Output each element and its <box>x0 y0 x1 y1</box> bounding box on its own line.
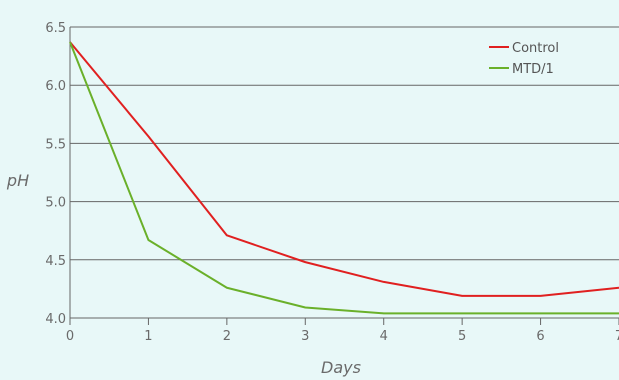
x-axis-title: Days <box>321 358 361 377</box>
series-line-control <box>69 41 619 297</box>
y-tick-label: 5.0 <box>45 196 66 211</box>
y-tick-label: 4.5 <box>45 254 66 269</box>
y-tick-labels: 4.0 4.5 5.0 5.5 6.0 6.5 <box>45 21 66 327</box>
x-tick-label: 3 <box>301 329 309 344</box>
x-tick-label: 7 <box>615 329 619 344</box>
x-tick-labels: 0 1 2 3 4 5 6 7 <box>66 329 619 344</box>
x-tick-label: 0 <box>66 329 74 344</box>
y-tick-label: 6.0 <box>45 79 66 94</box>
y-tick-label: 6.5 <box>45 21 66 36</box>
data-series <box>69 41 619 315</box>
x-tick-label: 6 <box>536 329 544 344</box>
legend: Control MTD/1 <box>489 41 559 77</box>
legend-label: MTD/1 <box>512 62 554 77</box>
x-tick-label: 5 <box>458 329 466 344</box>
x-tick-label: 4 <box>380 329 388 344</box>
grid-lines <box>69 26 619 325</box>
y-tick-label: 4.0 <box>45 312 66 327</box>
y-tick-label: 5.5 <box>45 137 66 152</box>
y-axis-title: pH <box>6 171 29 190</box>
x-tick-label: 2 <box>223 329 231 344</box>
series-line-mtd-1 <box>69 41 619 315</box>
legend-label: Control <box>512 41 559 56</box>
x-tick-label: 1 <box>144 329 152 344</box>
